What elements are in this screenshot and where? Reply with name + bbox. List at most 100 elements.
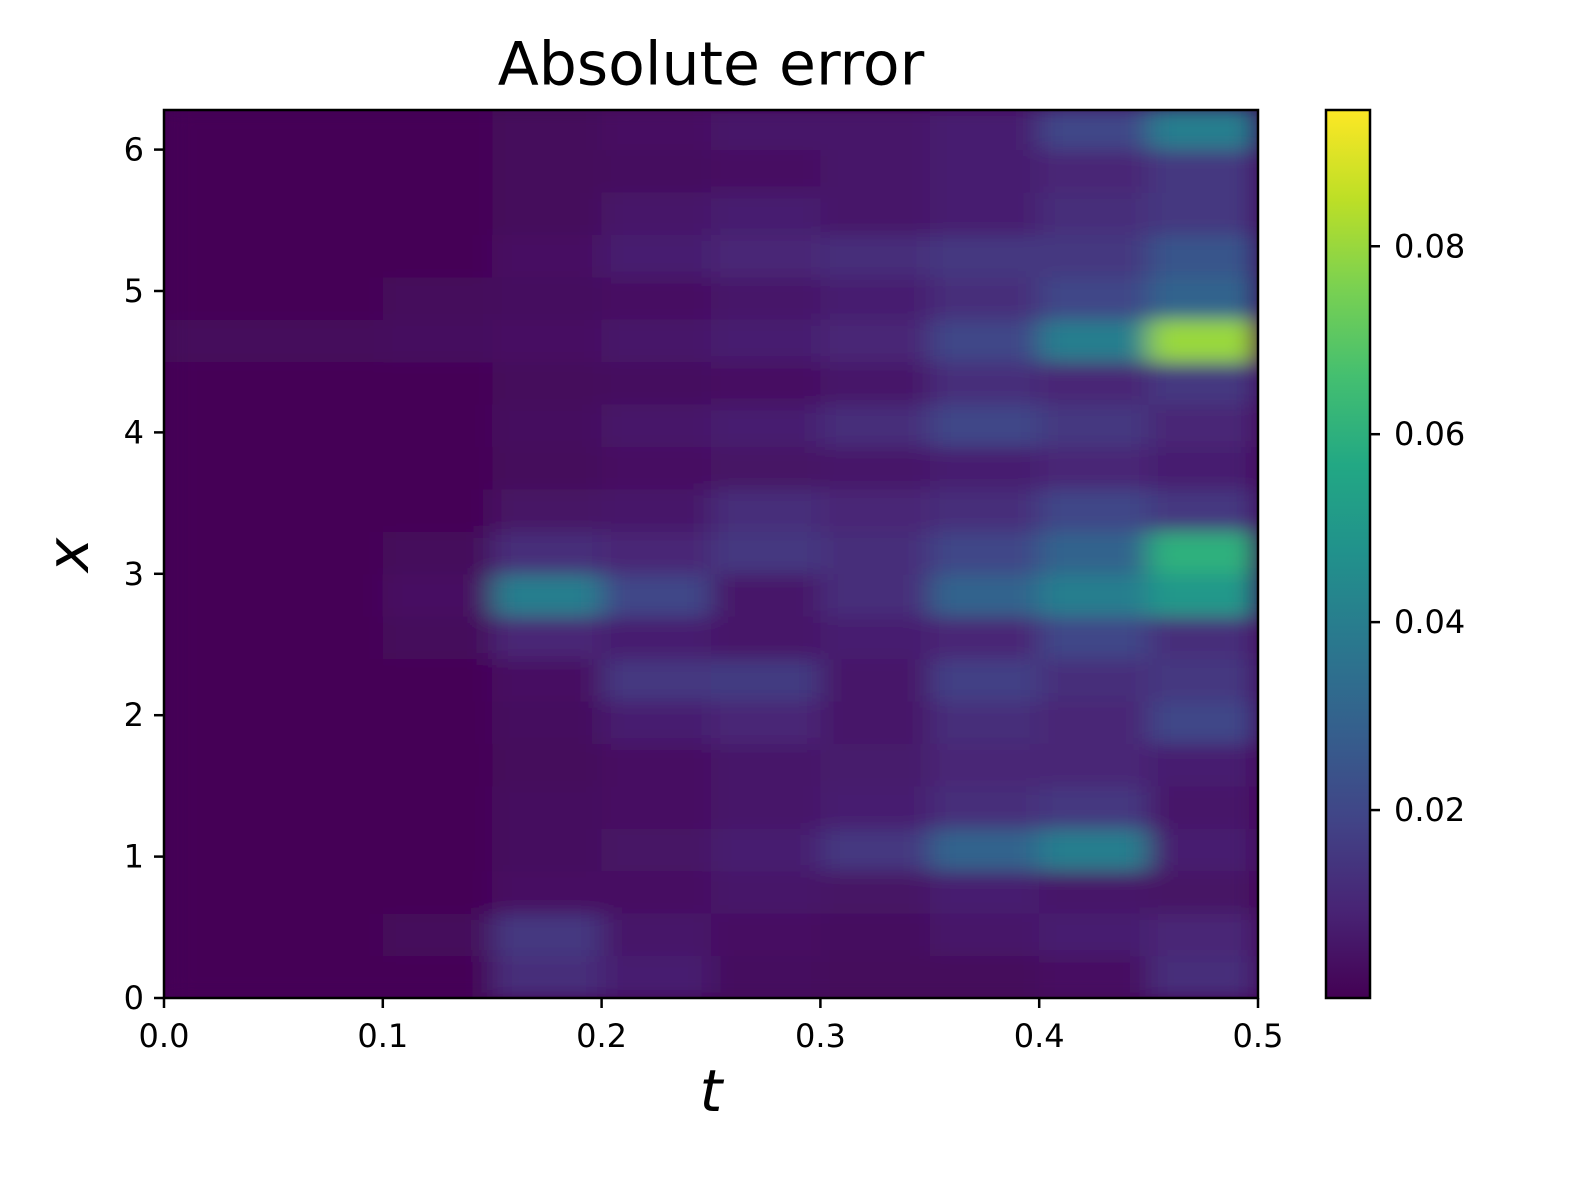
heatmap-cell bbox=[164, 404, 274, 448]
heatmap-cell bbox=[273, 488, 384, 532]
heatmap-cell bbox=[164, 276, 274, 320]
y-tick-label: 2 bbox=[124, 696, 144, 734]
heatmap-cell bbox=[929, 658, 1040, 702]
heatmap-cell bbox=[820, 573, 931, 617]
heatmap-cell bbox=[382, 149, 493, 193]
heatmap-cell bbox=[820, 192, 931, 235]
heatmap-cell bbox=[382, 234, 493, 278]
heatmap-cell bbox=[711, 955, 821, 998]
heatmap-cell bbox=[1148, 234, 1258, 278]
heatmap-cell bbox=[929, 955, 1040, 998]
heatmap-cell bbox=[273, 234, 384, 278]
heatmap-cell bbox=[1148, 488, 1258, 532]
heatmap-cell bbox=[382, 446, 493, 490]
heatmap-cell bbox=[382, 616, 493, 660]
heatmap-cell bbox=[601, 110, 712, 151]
heatmap-cell bbox=[164, 701, 274, 744]
heatmap-cell bbox=[164, 234, 274, 278]
heatmap-cell bbox=[820, 785, 931, 829]
heatmap-cell bbox=[601, 955, 712, 998]
heatmap-cell bbox=[164, 616, 274, 660]
heatmap-cell bbox=[929, 785, 1040, 829]
heatmap-cell bbox=[1039, 319, 1150, 363]
heatmap-cell bbox=[601, 149, 712, 193]
heatmap-cell bbox=[711, 361, 821, 405]
heatmap-cell bbox=[1148, 913, 1258, 957]
heatmap-cell bbox=[929, 110, 1040, 151]
heatmap-cell bbox=[820, 276, 931, 320]
heatmap-cell bbox=[382, 319, 493, 363]
heatmap-cell bbox=[1039, 276, 1150, 320]
heatmap-cell bbox=[1148, 149, 1258, 193]
heatmap-cell bbox=[929, 319, 1040, 363]
heatmap-cell bbox=[1148, 573, 1258, 617]
heatmap-cell bbox=[601, 276, 712, 320]
heatmap-cell bbox=[820, 488, 931, 532]
heatmap-cell bbox=[1039, 701, 1150, 744]
heatmap-cell bbox=[1039, 110, 1150, 151]
heatmap-cell bbox=[1148, 955, 1258, 998]
x-tick-label: 0.3 bbox=[795, 1017, 846, 1055]
heatmap-cell bbox=[1039, 828, 1150, 872]
heatmap-cell bbox=[711, 276, 821, 320]
heatmap-cell bbox=[1148, 743, 1258, 787]
heatmap-cell bbox=[1148, 701, 1258, 744]
heatmap-cell bbox=[382, 955, 493, 998]
heatmap-cell bbox=[1039, 446, 1150, 490]
y-axis-label: x bbox=[34, 537, 102, 574]
heatmap-cell bbox=[711, 743, 821, 787]
heatmap-cell bbox=[711, 658, 821, 702]
colorbar-tick-label: 0.06 bbox=[1394, 415, 1465, 453]
heatmap-cell bbox=[273, 658, 384, 702]
heatmap-cell bbox=[164, 110, 274, 151]
heatmap-cell bbox=[164, 361, 274, 405]
heatmap-cell bbox=[492, 404, 603, 448]
heatmap-cell bbox=[273, 276, 384, 320]
x-tick-label: 0.4 bbox=[1014, 1017, 1065, 1055]
heatmap-cell bbox=[382, 276, 493, 320]
heatmap-cell bbox=[1039, 488, 1150, 532]
heatmap-cell bbox=[929, 192, 1040, 235]
heatmap-cell bbox=[1148, 870, 1258, 914]
heatmap-cell bbox=[929, 234, 1040, 278]
heatmap-cell bbox=[1039, 913, 1150, 957]
heatmap-cell bbox=[492, 955, 603, 998]
heatmap-cell bbox=[929, 616, 1040, 660]
x-axis-label: t bbox=[700, 1057, 725, 1125]
y-tick-label: 4 bbox=[124, 413, 144, 451]
heatmap-cell bbox=[492, 110, 603, 151]
heatmap-cell bbox=[382, 110, 493, 151]
heatmap-cell bbox=[492, 785, 603, 829]
heatmap-cell bbox=[601, 531, 712, 575]
heatmap-cell bbox=[1039, 573, 1150, 617]
heatmap-cell bbox=[601, 573, 712, 617]
heatmap-cell bbox=[1148, 319, 1258, 363]
colorbar-tick-label: 0.04 bbox=[1394, 603, 1465, 641]
heatmap-cell bbox=[1039, 192, 1150, 235]
heatmap-cell bbox=[382, 361, 493, 405]
heatmap-cell bbox=[601, 658, 712, 702]
heatmap-cell bbox=[601, 192, 712, 235]
heatmap-cell bbox=[164, 531, 274, 575]
heatmap-cell bbox=[601, 234, 712, 278]
heatmap-cell bbox=[929, 488, 1040, 532]
heatmap-cell bbox=[273, 785, 384, 829]
heatmap-cell bbox=[711, 828, 821, 872]
heatmap-cell bbox=[601, 785, 712, 829]
heatmap-cell bbox=[711, 149, 821, 193]
heatmap-cell bbox=[601, 616, 712, 660]
heatmap-cell bbox=[711, 446, 821, 490]
heatmap-cell bbox=[492, 192, 603, 235]
heatmap-cell bbox=[382, 743, 493, 787]
heatmap-cell bbox=[273, 955, 384, 998]
heatmap-cell bbox=[164, 743, 274, 787]
heatmap-cell bbox=[164, 149, 274, 193]
y-tick-label: 3 bbox=[124, 555, 144, 593]
heatmap-cell bbox=[929, 149, 1040, 193]
colorbar bbox=[1324, 108, 1372, 1000]
heatmap-cell bbox=[492, 573, 603, 617]
heatmap-cell bbox=[820, 531, 931, 575]
heatmap-cell bbox=[929, 404, 1040, 448]
heatmap-cell bbox=[711, 573, 821, 617]
